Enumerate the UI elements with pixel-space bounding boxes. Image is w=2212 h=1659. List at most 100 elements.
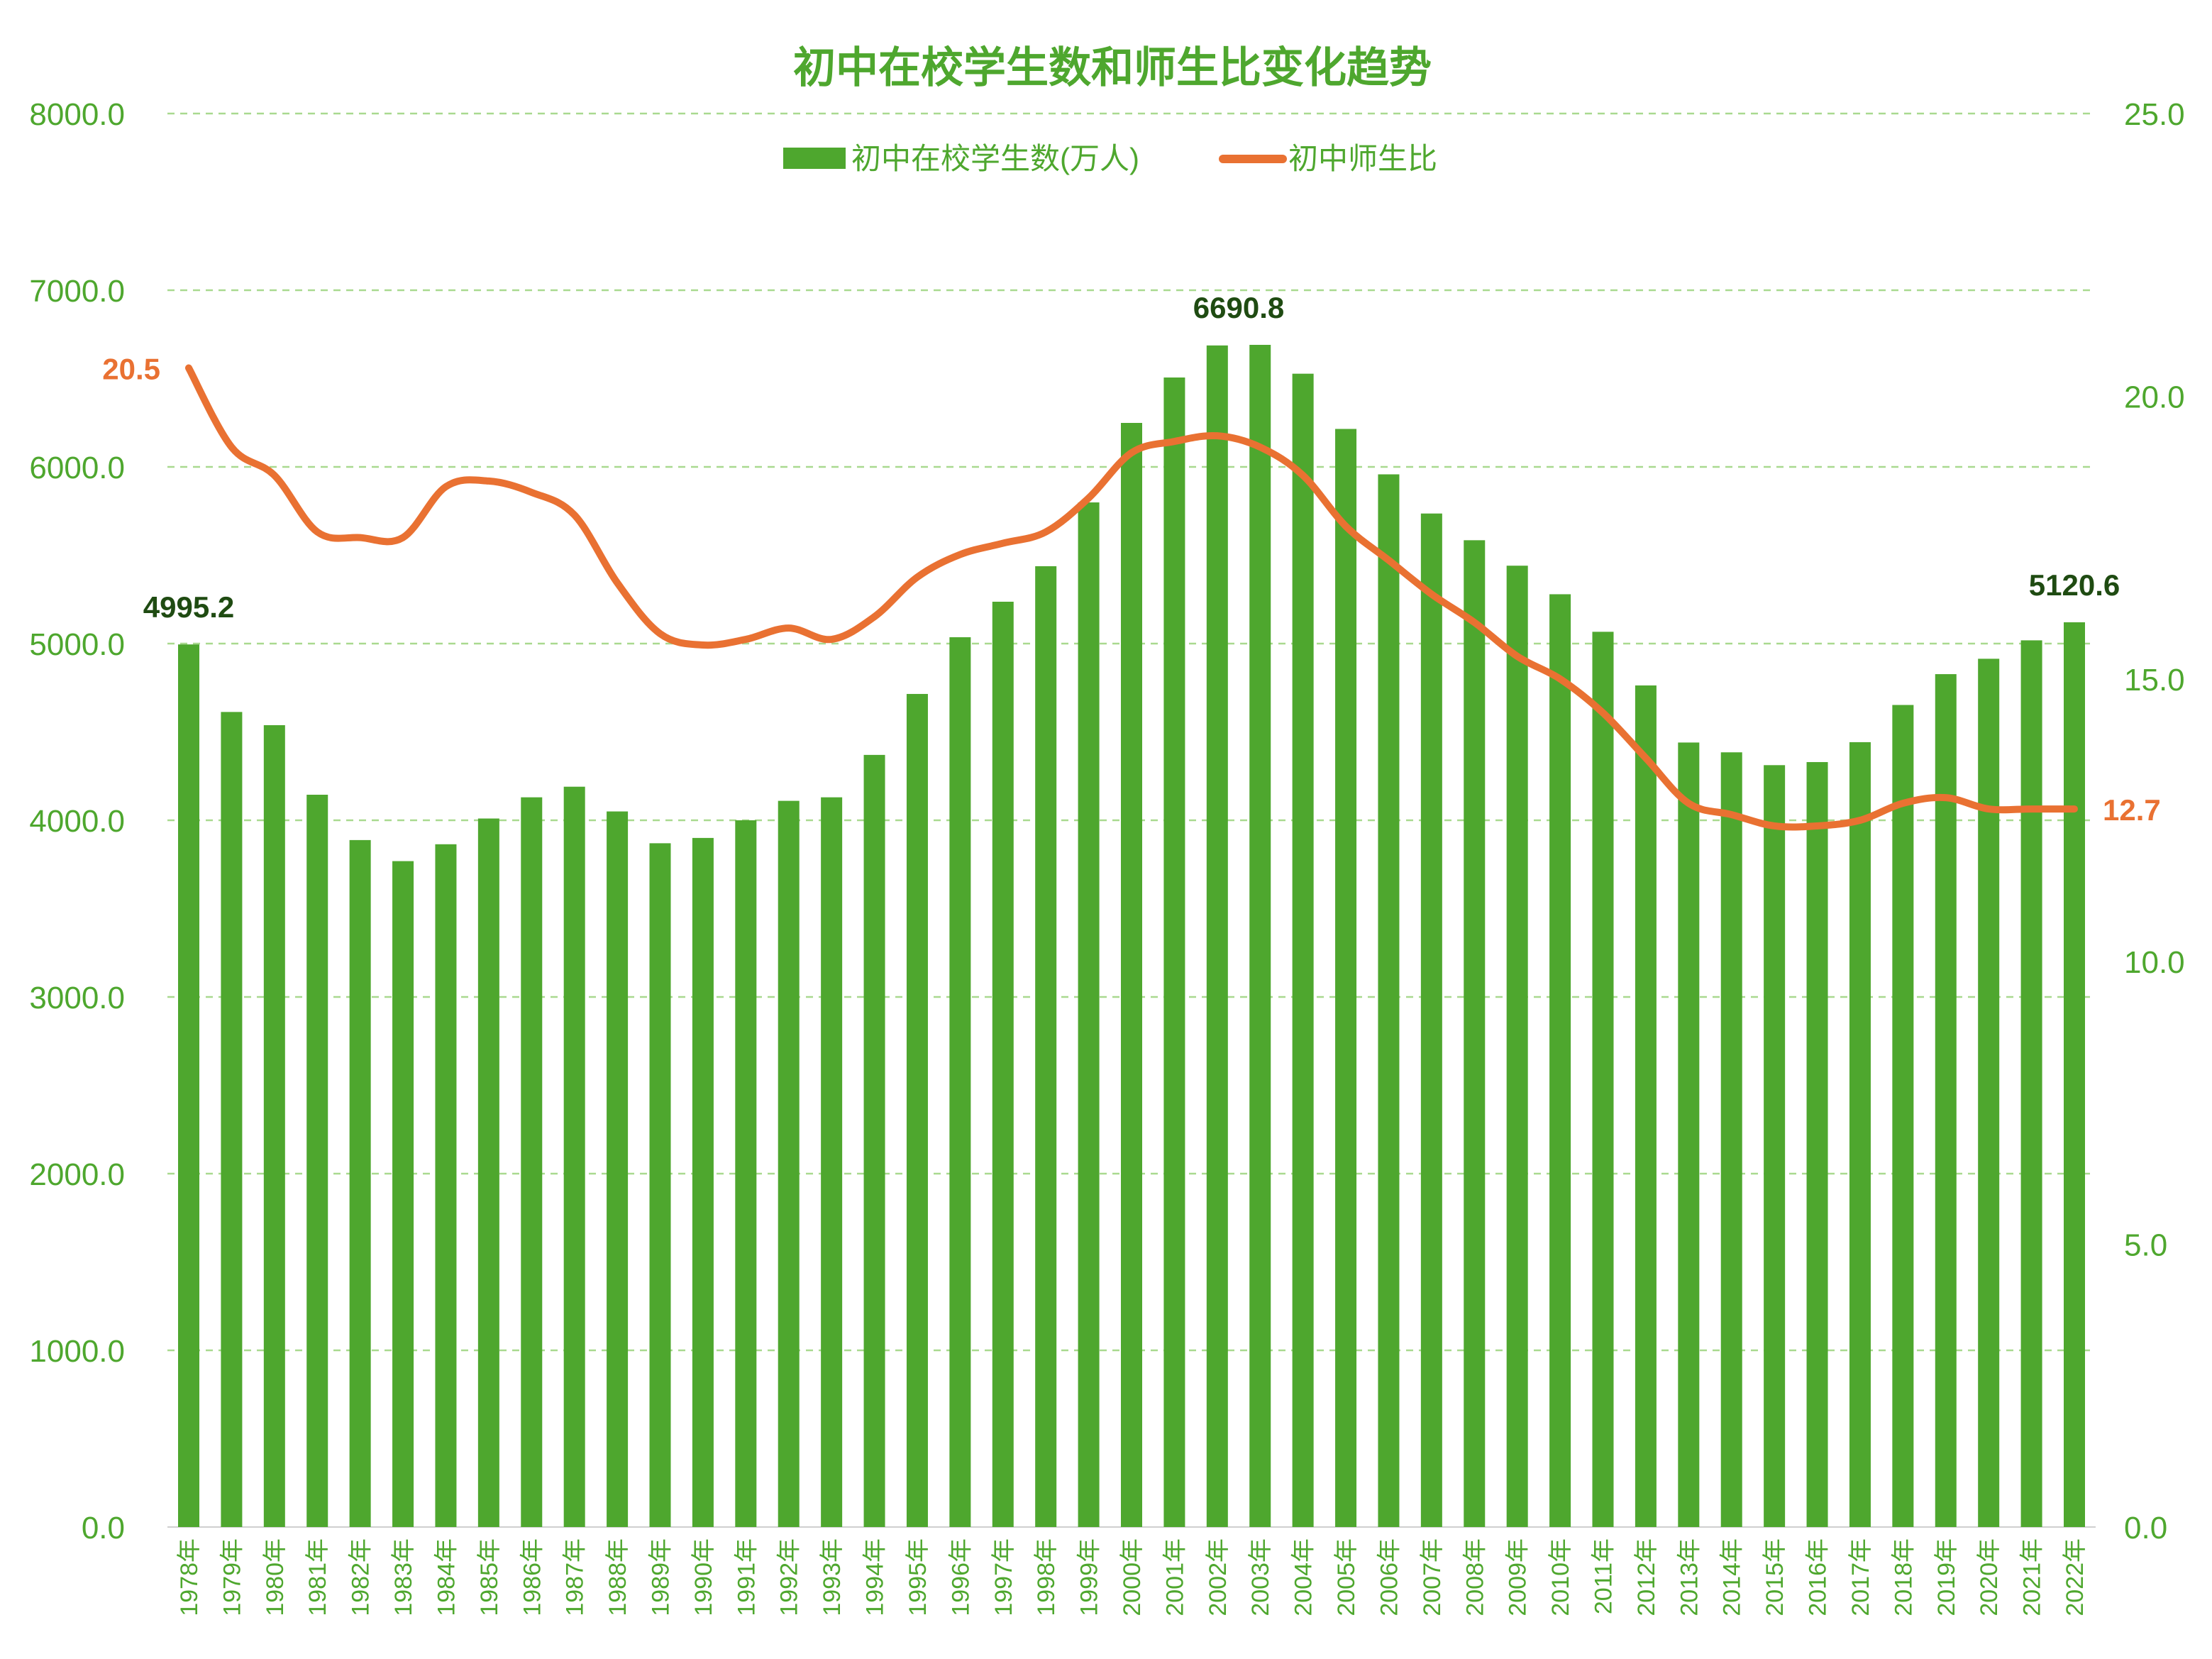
x-tick-label: 1981年	[304, 1538, 331, 1616]
x-tick-label: 1987年	[562, 1538, 589, 1616]
x-tick-label: 1996年	[947, 1538, 974, 1616]
x-tick-label: 1993年	[819, 1538, 846, 1616]
bar-1988年	[607, 811, 629, 1527]
x-tick-label: 2000年	[1119, 1538, 1146, 1616]
line-data-label: 20.5	[102, 353, 160, 386]
data-labels: 4995.2 6690.8 5120.6 20.5 12.7	[102, 291, 2161, 827]
x-tick-label: 1988年	[604, 1538, 631, 1616]
x-tick-label: 2011年	[1591, 1538, 1617, 1614]
bar-2017年	[1849, 742, 1871, 1527]
bar-data-label: 4995.2	[143, 590, 234, 624]
bar-2009年	[1506, 566, 1528, 1528]
left-tick-label: 4000.0	[29, 804, 125, 839]
bar-1986年	[521, 797, 543, 1527]
bar-1980年	[263, 724, 285, 1527]
x-tick-label: 2014年	[1719, 1538, 1746, 1616]
line-series	[185, 364, 2078, 831]
left-tick-label: 7000.0	[29, 274, 125, 309]
bar-1997年	[992, 601, 1014, 1527]
right-tick-label: 15.0	[2124, 663, 2185, 698]
x-tick-label: 2004年	[1290, 1538, 1317, 1616]
x-tick-label: 2008年	[1461, 1538, 1488, 1616]
x-tick-label: 2001年	[1161, 1538, 1188, 1616]
left-tick-label: 1000.0	[29, 1334, 125, 1369]
x-tick-label: 2010年	[1547, 1538, 1574, 1616]
x-tick-label: 2012年	[1633, 1538, 1660, 1616]
x-tick-label: 1979年	[219, 1538, 245, 1616]
bar-2022年	[2064, 622, 2085, 1527]
left-tick-label: 8000.0	[29, 97, 125, 132]
bar-2002年	[1206, 345, 1228, 1527]
x-axis: 1978年 1979年 1980年 1981年 1982年 1983年 1984年 1985年…	[176, 1538, 2089, 1616]
x-tick-label: 1985年	[476, 1538, 503, 1616]
right-tick-label: 20.0	[2124, 380, 2185, 414]
x-tick-label: 2022年	[2062, 1538, 2089, 1616]
bar-1998年	[1035, 566, 1057, 1527]
right-axis: 0.0 5.0 10.0 15.0 20.0 25.0	[2124, 97, 2185, 1545]
x-tick-label: 1982年	[348, 1538, 375, 1616]
bar-2000年	[1121, 422, 1142, 1527]
right-tick-label: 0.0	[2124, 1511, 2167, 1545]
bar-1978年	[178, 644, 199, 1527]
bar-2019年	[1935, 674, 1957, 1527]
bar-1996年	[949, 637, 971, 1527]
bar-2006年	[1378, 474, 1400, 1527]
legend: 初中在校学生数(万人) 初中师生比	[783, 142, 1437, 175]
bar-data-label: 5120.6	[2029, 568, 2120, 602]
bar-1992年	[778, 800, 800, 1527]
line-data-label: 12.7	[2103, 793, 2161, 827]
bar-2005年	[1335, 429, 1357, 1527]
x-tick-label: 1980年	[262, 1538, 289, 1616]
x-tick-label: 1983年	[390, 1538, 417, 1616]
x-tick-label: 1991年	[733, 1538, 760, 1616]
x-tick-label: 1999年	[1076, 1538, 1103, 1616]
bar-1979年	[221, 712, 243, 1527]
bar-1995年	[906, 693, 928, 1527]
x-tick-label: 1989年	[648, 1538, 675, 1616]
x-tick-label: 1997年	[990, 1538, 1017, 1616]
bar-2004年	[1292, 373, 1314, 1527]
bar-2001年	[1163, 377, 1185, 1527]
x-tick-label: 2013年	[1676, 1538, 1703, 1616]
bar-2003年	[1249, 344, 1271, 1527]
bar-1994年	[863, 754, 885, 1527]
x-tick-label: 2015年	[1762, 1538, 1788, 1616]
legend-label-students: 初中在校学生数(万人)	[851, 142, 1139, 175]
bar-1999年	[1078, 502, 1100, 1527]
x-tick-label: 1990年	[690, 1538, 717, 1616]
bar-2014年	[1720, 752, 1742, 1527]
bar-1990年	[692, 837, 714, 1527]
x-tick-label: 2006年	[1376, 1538, 1403, 1616]
bar-2011年	[1592, 632, 1614, 1527]
right-tick-label: 5.0	[2124, 1228, 2167, 1263]
chart-title: 初中在校学生数和师生比变化趋势	[793, 44, 1432, 92]
left-tick-label: 2000.0	[29, 1157, 125, 1192]
left-tick-label: 3000.0	[29, 981, 125, 1015]
left-axis: 0.0 1000.0 2000.0 3000.0 4000.0 5000.0 6000.0 7…	[29, 97, 125, 1545]
bar-1991年	[735, 820, 757, 1527]
ratio-line	[185, 364, 2078, 831]
bar-2016年	[1806, 761, 1828, 1527]
bar-1989年	[649, 843, 671, 1527]
x-tick-label: 2018年	[1890, 1538, 1917, 1616]
x-tick-label: 2009年	[1505, 1538, 1532, 1616]
bar-1984年	[435, 844, 457, 1527]
bar-2021年	[2020, 640, 2042, 1527]
right-tick-label: 10.0	[2124, 945, 2185, 980]
x-tick-label: 2019年	[1933, 1538, 1960, 1616]
bar-2020年	[1978, 658, 2000, 1527]
x-tick-label: 2020年	[1976, 1538, 2003, 1616]
left-tick-label: 5000.0	[29, 627, 125, 662]
bar-2013年	[1678, 742, 1700, 1527]
bar-2010年	[1549, 594, 1571, 1527]
x-tick-label: 1995年	[905, 1538, 931, 1616]
x-tick-label: 2021年	[2019, 1538, 2046, 1616]
bar-1993年	[821, 797, 843, 1527]
legend-label-ratio: 初中师生比	[1288, 142, 1437, 175]
x-tick-label: 2017年	[1847, 1538, 1874, 1616]
x-tick-label: 1998年	[1033, 1538, 1060, 1616]
x-tick-label: 2007年	[1419, 1538, 1446, 1616]
x-tick-label: 2005年	[1333, 1538, 1360, 1616]
x-tick-label: 2016年	[1805, 1538, 1832, 1616]
